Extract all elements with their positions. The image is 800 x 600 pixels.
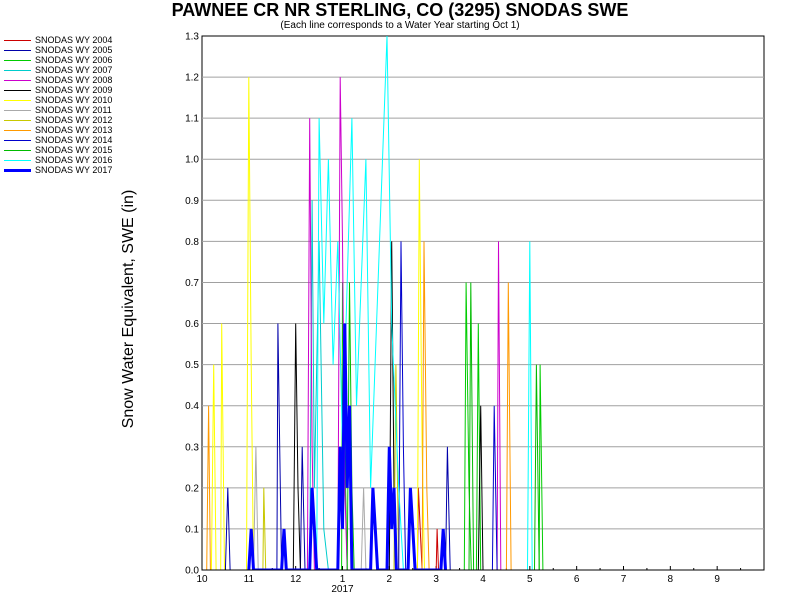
series-line-snodas-wy-2012 (262, 364, 400, 570)
legend-label: SNODAS WY 2009 (35, 85, 113, 95)
legend-item: SNODAS WY 2010 (4, 95, 129, 105)
legend-label: SNODAS WY 2006 (35, 55, 113, 65)
y-tick-label: 0.1 (185, 524, 199, 535)
series-line-snodas-wy-2004 (416, 487, 439, 570)
legend-swatch (4, 90, 31, 91)
legend-swatch (4, 169, 31, 172)
y-tick-label: 0.3 (185, 442, 199, 453)
legend-label: SNODAS WY 2015 (35, 145, 113, 155)
y-tick-label: 1.2 (185, 73, 199, 84)
legend-item: SNODAS WY 2015 (4, 145, 129, 155)
plot-area (201, 35, 765, 571)
x-tick-label: 11 (244, 574, 255, 585)
chart-title: PAWNEE CR NR STERLING, CO (3295) SNODAS … (171, 0, 629, 20)
series-line-snodas-wy-2010 (210, 77, 425, 570)
series-line-snodas-wy-2006 (341, 282, 544, 570)
legend-item: SNODAS WY 2007 (4, 65, 129, 75)
legend-swatch (4, 80, 31, 81)
y-tick-label: 1.1 (185, 114, 199, 125)
legend-swatch (4, 150, 31, 151)
y-tick-label: 0.7 (185, 278, 199, 289)
x-tick-label: 8 (668, 574, 674, 585)
legend-item: SNODAS WY 2008 (4, 75, 129, 85)
legend-swatch (4, 60, 31, 61)
x-year-label: 2017 (331, 584, 354, 595)
series-line-snodas-wy-2016 (316, 36, 533, 570)
legend-swatch (4, 130, 31, 131)
legend-label: SNODAS WY 2011 (35, 105, 112, 115)
x-tick-label: 12 (290, 574, 302, 585)
legend-item: SNODAS WY 2009 (4, 85, 129, 95)
series-line-snodas-wy-2015 (346, 282, 540, 570)
legend-label: SNODAS WY 2017 (35, 165, 113, 175)
legend-swatch (4, 100, 31, 101)
x-tick-label: 4 (480, 574, 486, 585)
legend-item: SNODAS WY 2005 (4, 45, 129, 55)
x-tick-label: 3 (433, 574, 439, 585)
y-tick-label: 0.5 (185, 360, 199, 371)
y-tick-label: 0.0 (185, 566, 199, 577)
x-tick-label: 5 (527, 574, 533, 585)
legend-label: SNODAS WY 2016 (35, 155, 113, 165)
legend: SNODAS WY 2004 SNODAS WY 2005 SNODAS WY 20… (4, 35, 129, 175)
series-line-snodas-wy-2007 (309, 200, 329, 570)
legend-swatch (4, 120, 31, 121)
x-tick-label: 6 (574, 574, 580, 585)
x-tick-label: 10 (196, 574, 208, 585)
y-tick-label: 0.9 (185, 196, 199, 207)
x-tick-label: 1 (340, 574, 346, 585)
legend-label: SNODAS WY 2005 (35, 45, 113, 55)
y-tick-label: 0.2 (185, 483, 199, 494)
legend-item: SNODAS WY 2006 (4, 55, 129, 65)
legend-item: SNODAS WY 2013 (4, 125, 129, 135)
legend-swatch (4, 70, 31, 71)
series-line-snodas-wy-2014 (398, 241, 498, 570)
legend-label: SNODAS WY 2008 (35, 75, 113, 85)
y-tick-label: 1.3 (185, 32, 199, 43)
legend-item: SNODAS WY 2012 (4, 115, 129, 125)
legend-label: SNODAS WY 2007 (35, 65, 113, 75)
legend-item: SNODAS WY 2017 (4, 165, 129, 175)
legend-item: SNODAS WY 2004 (4, 35, 129, 45)
x-tick-label: 2 (387, 574, 393, 585)
legend-label: SNODAS WY 2013 (35, 125, 113, 135)
legend-item: SNODAS WY 2011 (4, 105, 129, 115)
legend-label: SNODAS WY 2004 (35, 35, 113, 45)
chart-subtitle: (Each line corresponds to a Water Year s… (280, 20, 520, 31)
legend-swatch (4, 50, 31, 51)
legend-swatch (4, 40, 31, 41)
series-line-snodas-wy-2008 (306, 77, 502, 570)
y-tick-label: 0.6 (185, 319, 199, 330)
series-line-snodas-wy-2013 (206, 241, 512, 570)
legend-swatch (4, 160, 31, 161)
x-tick-label: 9 (714, 574, 720, 585)
x-tick-label: 7 (621, 574, 627, 585)
legend-item: SNODAS WY 2014 (4, 135, 129, 145)
series-line-snodas-wy-2009 (292, 241, 484, 570)
legend-label: SNODAS WY 2010 (35, 95, 113, 105)
series-line-snodas-wy-2011 (253, 446, 367, 570)
legend-label: SNODAS WY 2012 (35, 115, 113, 125)
y-tick-label: 0.8 (185, 237, 199, 248)
legend-swatch (4, 140, 31, 141)
legend-swatch (4, 110, 31, 111)
legend-label: SNODAS WY 2014 (35, 135, 113, 145)
series-line-snodas-wy-2017 (247, 323, 447, 570)
legend-item: SNODAS WY 2016 (4, 155, 129, 165)
y-tick-label: 1.0 (185, 155, 199, 166)
y-tick-label: 0.4 (185, 401, 199, 412)
